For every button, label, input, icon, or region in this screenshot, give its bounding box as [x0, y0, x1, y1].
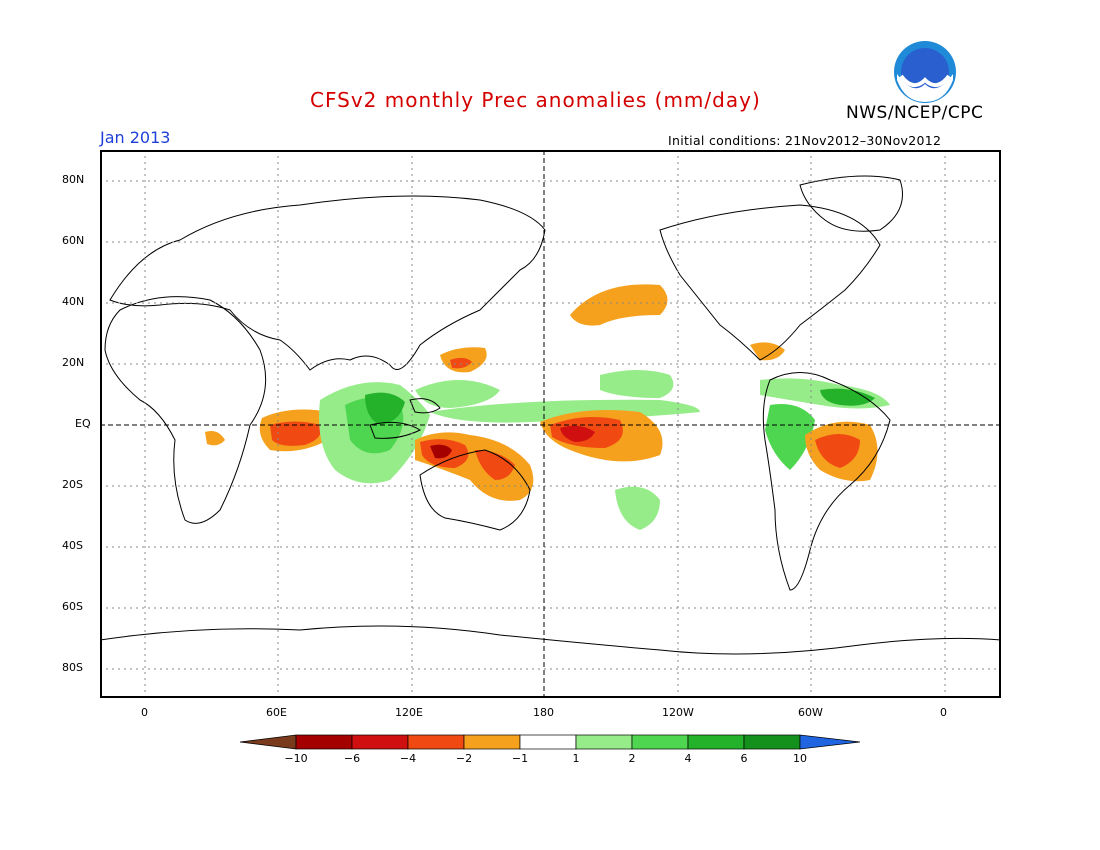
anomaly-patch: [820, 388, 875, 406]
colorbar-cell: [463, 734, 521, 750]
colorbar-arrow-low: [240, 734, 297, 750]
anomaly-patch: [205, 431, 225, 446]
colorbar-tick-label: −2: [456, 752, 472, 765]
colorbar-cell: [351, 734, 409, 750]
lat-label: 20N: [62, 356, 85, 369]
colorbar-cell: [295, 734, 353, 750]
precip-anomaly-map: [100, 150, 1001, 698]
lon-label: 180: [533, 706, 554, 719]
colorbar-tick-label: 6: [741, 752, 748, 765]
lon-label: 60E: [266, 706, 287, 719]
anomaly-patch: [415, 380, 500, 408]
colorbar-cell: [687, 734, 745, 750]
graticule: [100, 150, 1001, 698]
anomaly-patch: [600, 370, 674, 398]
colorbar-cell: [407, 734, 465, 750]
lon-label: 0: [940, 706, 947, 719]
colorbar-cell: [575, 734, 633, 750]
chart-title: CFSv2 monthly Prec anomalies (mm/day): [310, 88, 761, 112]
colorbar-tick-label: −1: [512, 752, 528, 765]
colorbar-tick-label: −10: [284, 752, 307, 765]
anomaly-patch: [750, 342, 785, 361]
colorbar-cell: [519, 734, 577, 750]
colorbar-tick-label: 2: [629, 752, 636, 765]
initial-conditions-label: Initial conditions: 21Nov2012–30Nov2012: [668, 133, 942, 148]
valid-month-label: Jan 2013: [100, 128, 171, 147]
anomaly-patch: [765, 404, 815, 470]
anomaly-patch: [450, 357, 472, 369]
organization-label: NWS/NCEP/CPC: [846, 103, 984, 123]
colorbar-tick-label: −6: [344, 752, 360, 765]
anomaly-fields: [205, 284, 890, 530]
anomaly-patch: [430, 444, 452, 459]
lat-label: 40N: [62, 295, 85, 308]
anomaly-patch: [365, 392, 405, 425]
lat-label: 20S: [62, 478, 83, 491]
lat-label: EQ: [75, 417, 91, 430]
noaa-logo-icon: [894, 41, 956, 103]
anomaly-patch: [270, 421, 321, 446]
coastlines: [100, 175, 1001, 655]
colorbar-tick-label: −4: [400, 752, 416, 765]
anomaly-patch: [815, 434, 860, 468]
colorbar: −10 −6 −4 −2 −1 1 2 4 6 10: [240, 734, 861, 765]
anomaly-patch: [615, 486, 660, 530]
anomaly-patch: [570, 284, 668, 326]
colorbar-cell: [743, 734, 801, 750]
colorbar-cell: [631, 734, 689, 750]
anomaly-patch: [560, 425, 595, 442]
colorbar-tick-label: 4: [685, 752, 692, 765]
lat-label: 80N: [62, 173, 85, 186]
lon-label: 60W: [798, 706, 823, 719]
colorbar-tick-label: 1: [573, 752, 580, 765]
colorbar-arrow-high: [799, 734, 861, 750]
lon-label: 120E: [395, 706, 423, 719]
anomaly-patch: [475, 450, 515, 480]
map-frame: [100, 150, 1001, 698]
lat-label: 60N: [62, 234, 85, 247]
lat-label: 60S: [62, 600, 83, 613]
lat-label: 40S: [62, 539, 83, 552]
lon-label: 0: [141, 706, 148, 719]
lon-label: 120W: [662, 706, 694, 719]
lat-label: 80S: [62, 661, 83, 674]
colorbar-tick-label: 10: [793, 752, 807, 765]
